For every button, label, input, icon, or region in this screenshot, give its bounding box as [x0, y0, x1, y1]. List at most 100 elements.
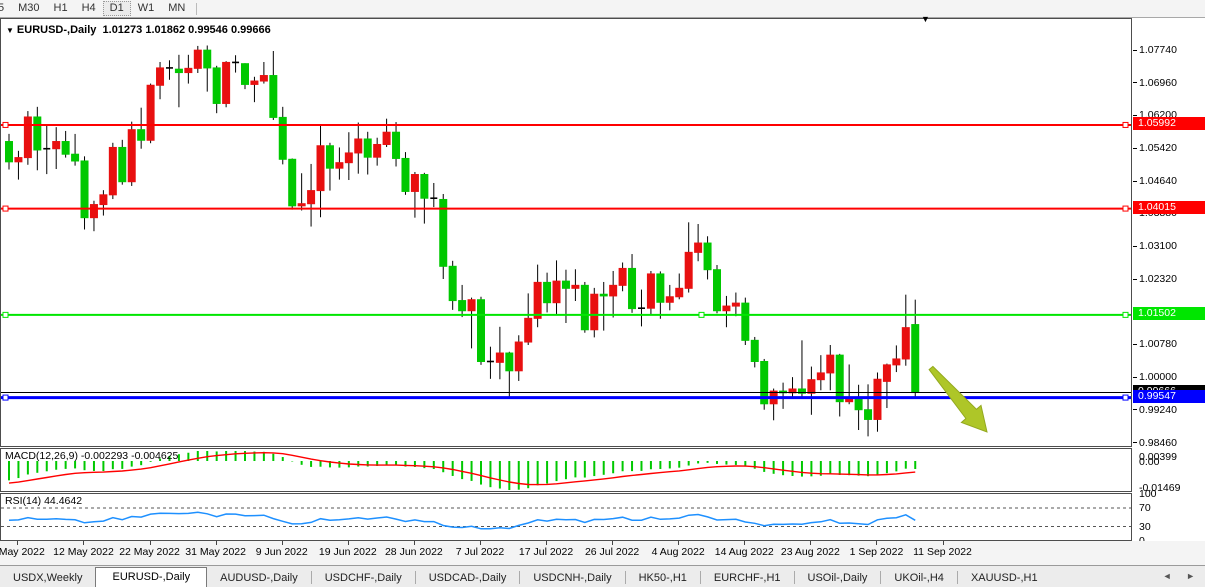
- chart-symbol-label: EURUSD-,Daily: [16, 24, 97, 36]
- price-axis-tick: [1133, 49, 1137, 51]
- price-axis-tick: [1133, 409, 1137, 411]
- rsi-axis-label: 0: [1139, 535, 1145, 547]
- time-axis-label: 11 Sep 2022: [913, 546, 972, 558]
- time-axis-tick: [546, 541, 548, 545]
- time-axis-label: 4 Aug 2022: [651, 546, 705, 558]
- price-axis-label: 1.02320: [1139, 273, 1177, 286]
- time-axis[interactable]: 3 May 2022 12 May 2022 22 May 2022 31 May 2…: [0, 541, 1205, 565]
- price-axis[interactable]: 1.077401.069601.062001.054201.046401.038…: [1133, 18, 1205, 547]
- line-price-badge: 1.01502: [1133, 307, 1205, 321]
- price-axis-label: 1.04640: [1139, 175, 1177, 188]
- price-axis-label: 1.00000: [1139, 371, 1177, 384]
- price-axis-tick: [1133, 82, 1137, 84]
- tab-scroll-arrows[interactable]: ◄ ►: [1162, 571, 1201, 581]
- time-axis-tick: [612, 541, 614, 545]
- timeframe-button-m30[interactable]: M30: [18, 2, 40, 14]
- chart-tab-usdcnhdaily[interactable]: USDCNH-,Daily: [533, 572, 612, 584]
- rsi-axis-label: 100: [1139, 488, 1157, 500]
- time-axis-tick: [215, 541, 217, 545]
- rsi-pane[interactable]: [0, 493, 1132, 541]
- tab-separator: [793, 571, 795, 584]
- timeframe-button-5[interactable]: 5: [0, 2, 5, 14]
- timeframe-toolbar: 5 M30 H1 H4 D1 W1 MN: [0, 0, 1205, 18]
- time-axis-tick: [678, 541, 680, 545]
- rsi-indicator-label: RSI(14) 44.4642: [5, 495, 83, 507]
- horizontal-line-0.99547[interactable]: [1, 394, 1131, 401]
- timeframe-button-d1[interactable]: D1: [102, 1, 131, 16]
- toolbar-separator: [196, 2, 198, 15]
- macd-axis-label: -0.01469: [1139, 482, 1181, 494]
- chart-tab-xauusdh1[interactable]: XAUUSD-,H1: [970, 572, 1038, 584]
- price-axis-tick: [1133, 278, 1137, 280]
- timeframe-button-h4[interactable]: H4: [81, 2, 96, 14]
- price-axis-label: 1.05420: [1139, 142, 1177, 155]
- main-chart-pane[interactable]: [0, 18, 1132, 447]
- price-axis-tick: [1133, 343, 1137, 345]
- rsi-axis-label: 70: [1139, 501, 1151, 514]
- tab-separator: [519, 571, 521, 584]
- time-axis-label: 9 Jun 2022: [255, 546, 308, 558]
- chart-tab-eurusddaily[interactable]: EURUSD-,Daily: [95, 567, 208, 587]
- chart-shift-marker-icon[interactable]: ▼: [921, 14, 930, 24]
- chart-tab-usoildaily[interactable]: USOil-,Daily: [807, 572, 868, 584]
- collapse-triangle-icon[interactable]: ▼: [6, 26, 14, 35]
- tab-separator: [956, 571, 958, 584]
- time-axis-tick: [744, 541, 746, 545]
- chart-tab-audusddaily[interactable]: AUDUSD-,Daily: [220, 572, 298, 584]
- price-axis-label: 0.99240: [1139, 403, 1177, 416]
- time-axis-label: 22 May 2022: [119, 546, 180, 558]
- line-price-badge: 1.04015: [1133, 201, 1205, 215]
- price-axis-tick: [1133, 442, 1137, 444]
- time-axis-tick: [83, 541, 85, 545]
- macd-indicator-label: MACD(12,26,9) -0.002293 -0.004625: [5, 450, 179, 462]
- time-axis-label: 3 May 2022: [0, 546, 45, 558]
- price-axis-tick: [1133, 245, 1137, 247]
- horizontal-line-1.05992[interactable]: [1, 121, 1131, 128]
- price-axis-label: 1.07740: [1139, 44, 1177, 56]
- time-axis-tick: [17, 541, 19, 545]
- timeframe-button-mn[interactable]: MN: [168, 2, 186, 14]
- macd-axis-label: 0.00: [1139, 456, 1160, 468]
- down-arrow-drawing[interactable]: [928, 365, 988, 433]
- price-axis-label: 0.98460: [1139, 436, 1177, 449]
- chart-tab-usdxweekly[interactable]: USDX,Weekly: [13, 572, 83, 584]
- tab-separator: [310, 571, 312, 584]
- time-axis-tick: [479, 541, 481, 545]
- timeframe-button-w1[interactable]: W1: [137, 2, 155, 14]
- chart-canvas[interactable]: [1, 19, 1131, 446]
- tab-separator: [699, 571, 701, 584]
- chart-tab-usdchfdaily[interactable]: USDCHF-,Daily: [324, 572, 402, 584]
- chart-tab-eurchfh1[interactable]: EURCHF-,H1: [713, 572, 781, 584]
- price-axis-label: 1.03100: [1139, 240, 1177, 253]
- time-axis-tick: [942, 541, 944, 545]
- tab-separator: [414, 571, 416, 584]
- time-axis-label: 28 Jun 2022: [384, 546, 443, 558]
- horizontal-line-1.04015[interactable]: [1, 205, 1131, 212]
- horizontal-line-1.01502[interactable]: [1, 311, 1131, 318]
- time-axis-label: 17 Jul 2022: [518, 546, 574, 558]
- chart-ohlc-header: ▼ EURUSD-,Daily 1.01273 1.01862 0.99546 0…: [6, 24, 271, 36]
- chart-tab-bar: ◄ ► USDX,Weekly EURUSD-,Daily AUDUSD-,Dail…: [0, 565, 1205, 587]
- time-axis-label: 19 Jun 2022: [318, 546, 377, 558]
- rsi-axis-label: 30: [1139, 520, 1151, 533]
- chart-tab-ukoilh4[interactable]: UKOil-,H4: [894, 572, 944, 584]
- price-axis-tick: [1133, 114, 1137, 116]
- macd-pane[interactable]: [0, 448, 1132, 492]
- chart-tab-hk50h1[interactable]: HK50-,H1: [638, 572, 687, 584]
- tab-separator: [624, 571, 626, 584]
- chart-ohlc-values: 1.01273 1.01862 0.99546 0.99666: [102, 24, 271, 36]
- time-axis-label: 7 Jul 2022: [455, 546, 505, 558]
- time-axis-tick: [149, 541, 151, 545]
- price-axis-label: 1.06960: [1139, 76, 1177, 89]
- timeframe-button-h1[interactable]: H1: [53, 2, 68, 14]
- time-axis-tick: [347, 541, 349, 545]
- time-axis-tick: [281, 541, 283, 545]
- line-price-badge: 0.99547: [1133, 390, 1205, 404]
- time-axis-label: 26 Jul 2022: [584, 546, 640, 558]
- price-axis-tick: [1133, 180, 1137, 182]
- price-axis-label: 1.00780: [1139, 338, 1177, 351]
- chart-tab-usdcaddaily[interactable]: USDCAD-,Daily: [428, 572, 507, 584]
- time-axis-label: 14 Aug 2022: [714, 546, 774, 558]
- time-axis-label: 23 Aug 2022: [780, 546, 840, 558]
